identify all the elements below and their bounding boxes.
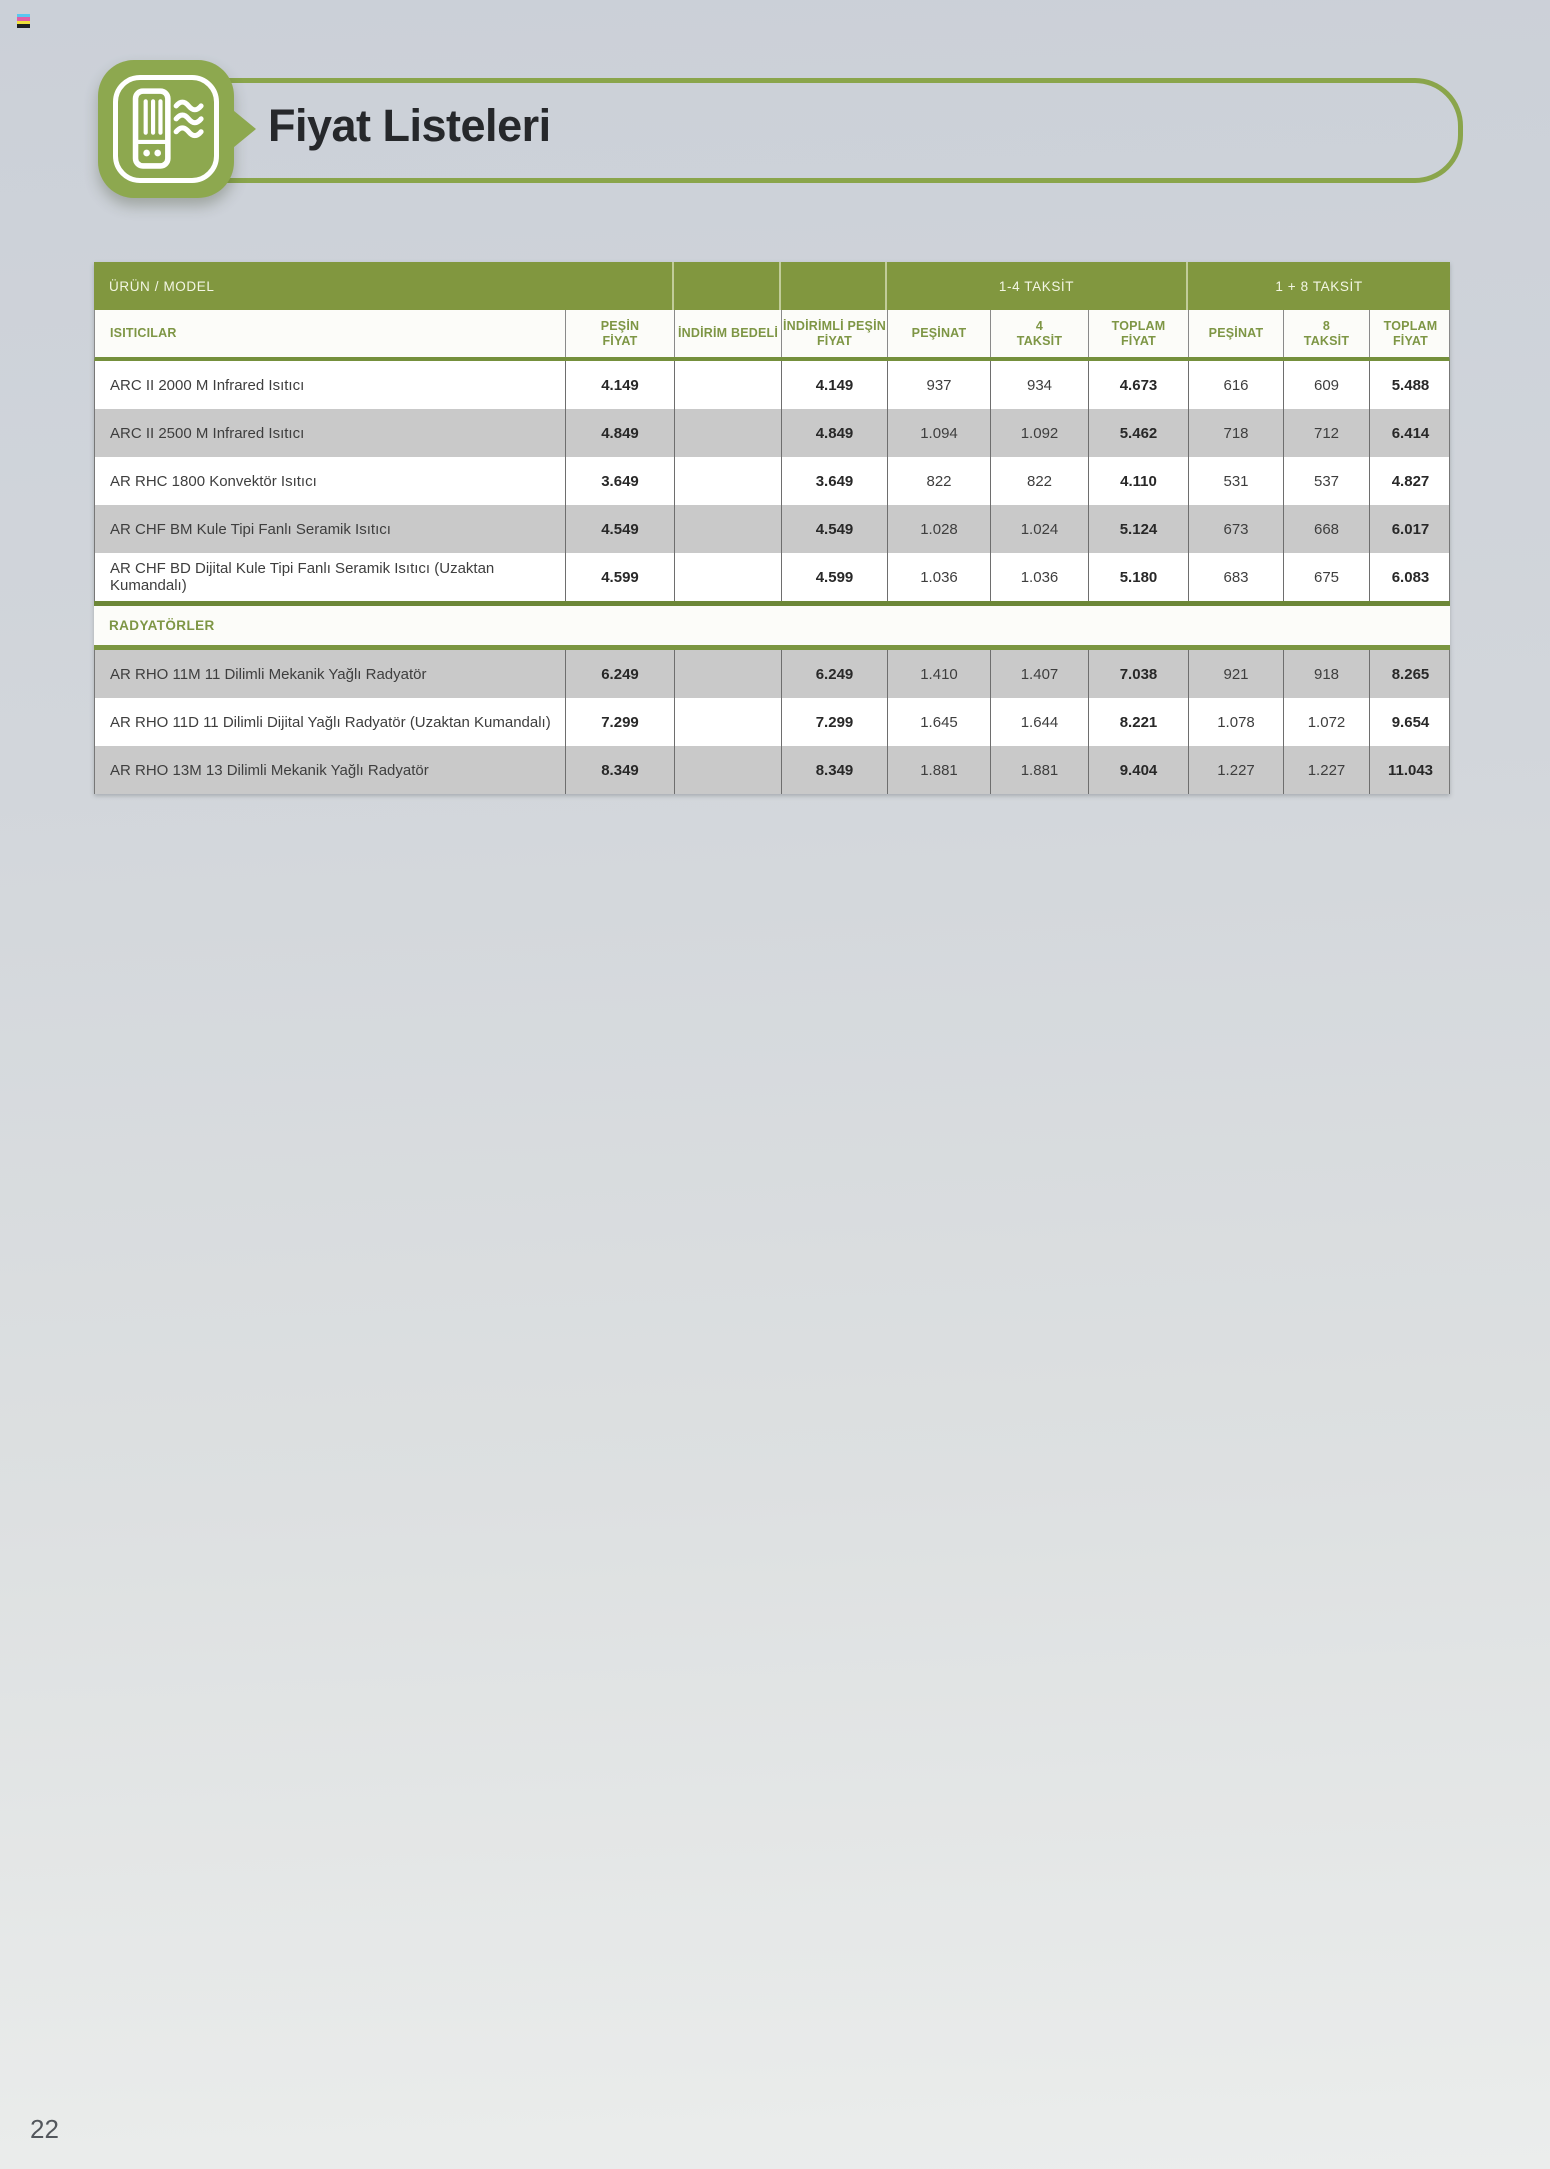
price-table: ÜRÜN / MODEL 1-4 TAKSİT 1 + 8 TAKSİT ISI… <box>94 262 1450 794</box>
table-row: AR RHC 1800 Konvektör Isıtıcı 3.649 3.64… <box>94 457 1450 505</box>
column-header-isiticilar: ISITICILAR <box>95 310 566 357</box>
table-row: AR RHO 13M 13 Dilimli Mekanik Yağlı Rady… <box>94 746 1450 794</box>
table-row: ARC II 2500 M Infrared Isıtıcı 4.849 4.8… <box>94 409 1450 457</box>
product-name: AR RHO 11D 11 Dilimli Dijital Yağlı Rady… <box>95 698 566 746</box>
product-name: AR RHC 1800 Konvektör Isıtıcı <box>95 457 566 505</box>
group-1-4-taksit: 1-4 TAKSİT <box>887 262 1188 310</box>
column-urun-model: ÜRÜN / MODEL <box>94 262 674 310</box>
section-header-radyatorler: RADYATÖRLER <box>94 601 1450 650</box>
table-row: AR CHF BD Dijital Kule Tipi Fanlı Serami… <box>94 553 1450 601</box>
group-spacer-1 <box>674 262 781 310</box>
cmyk-cyan-bar <box>17 14 30 18</box>
product-name: AR RHO 13M 13 Dilimli Mekanik Yağlı Rady… <box>95 746 566 794</box>
column-header-pesinat-8: PEŞİNAT <box>1189 310 1284 357</box>
cmyk-black-bar <box>17 24 30 28</box>
column-header-indirimli-pesin-fiyat: İNDİRİMLİ PEŞİN FİYAT <box>782 310 888 357</box>
cmyk-yellow-bar <box>17 20 30 25</box>
table-row: AR RHO 11D 11 Dilimli Dijital Yağlı Rady… <box>94 698 1450 746</box>
column-header-indirim-bedeli: İNDİRİM BEDELİ <box>675 310 782 357</box>
column-header-toplam-fiyat-8: TOPLAM FİYAT <box>1383 318 1438 348</box>
product-name: AR RHO 11M 11 Dilimli Mekanik Yağlı Rady… <box>95 650 566 698</box>
column-header-8-taksit: 8 TAKSİT <box>1284 310 1370 357</box>
table-row: AR CHF BM Kule Tipi Fanlı Seramik Isıtıc… <box>94 505 1450 553</box>
product-name: AR CHF BM Kule Tipi Fanlı Seramik Isıtıc… <box>95 505 566 553</box>
page-number: 22 <box>30 2114 59 2144</box>
group-1-8-taksit: 1 + 8 TAKSİT <box>1275 278 1363 294</box>
table-group-header: ÜRÜN / MODEL 1-4 TAKSİT 1 + 8 TAKSİT <box>94 262 1450 310</box>
cmyk-magenta-bar <box>17 17 30 21</box>
column-header-4-taksit: 4 TAKSİT <box>991 310 1089 357</box>
table-column-headers: ISITICILAR PEŞİN FİYAT İNDİRİM BEDELİ İND… <box>94 310 1450 361</box>
heater-icon <box>113 75 219 183</box>
heater-badge <box>98 60 256 198</box>
column-header-pesinat-4: PEŞİNAT <box>888 310 991 357</box>
table-row: ARC II 2000 M Infrared Isıtıcı 4.149 4.1… <box>94 361 1450 409</box>
badge-pointer <box>228 106 256 152</box>
page-title: Fiyat Listeleri <box>268 100 551 151</box>
column-header-toplam-fiyat-4: TOPLAM FİYAT <box>1089 310 1189 357</box>
column-header-pesin-fiyat: PEŞİN FİYAT <box>566 310 675 357</box>
table-row: AR RHO 11M 11 Dilimli Mekanik Yağlı Rady… <box>94 650 1450 698</box>
product-name: AR CHF BD Dijital Kule Tipi Fanlı Serami… <box>95 553 566 601</box>
product-name: ARC II 2000 M Infrared Isıtıcı <box>95 361 566 409</box>
cmyk-print-mark <box>17 14 30 28</box>
product-name: ARC II 2500 M Infrared Isıtıcı <box>95 409 566 457</box>
group-spacer-2 <box>781 262 887 310</box>
